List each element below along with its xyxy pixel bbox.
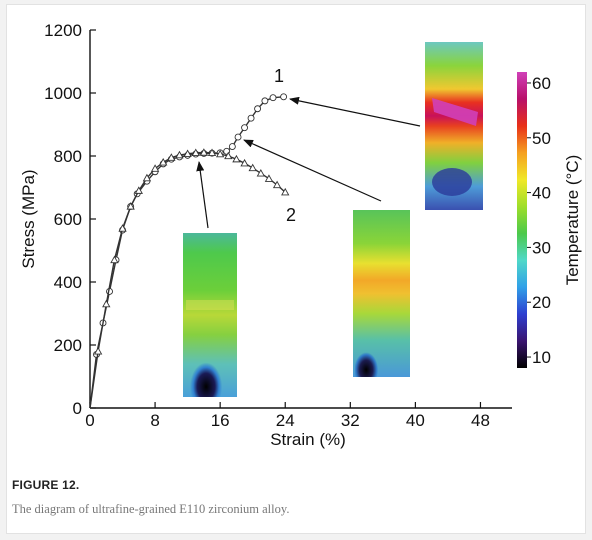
- data-point-triangle: [167, 153, 176, 161]
- data-point-triangle: [134, 186, 143, 194]
- x-tick-label: 0: [85, 411, 94, 430]
- data-point-circle: [269, 94, 277, 102]
- data-point-circle: [241, 124, 249, 132]
- figure-label: FIGURE 12.: [12, 478, 80, 492]
- temperature-colorbar: 10 20 30 40 50 60 Temperature (°C): [517, 72, 582, 368]
- data-point-triangle: [256, 168, 265, 177]
- arrow-neck: [243, 139, 382, 202]
- data-point-triangle: [102, 299, 111, 308]
- data-point-triangle: [199, 148, 209, 156]
- colorbar-tick-label: 50: [532, 129, 551, 148]
- y-tick-label: 1200: [44, 21, 82, 40]
- data-point-triangle: [248, 163, 257, 172]
- x-tick-label: 32: [341, 411, 360, 430]
- data-point-triangle: [272, 180, 282, 189]
- data-point-triangle: [175, 150, 184, 159]
- colorbar-tick-label: 10: [532, 348, 551, 367]
- data-point-circle: [234, 133, 242, 141]
- y-axis-ticks: 0 200 400 600 800 1000 1200: [44, 21, 96, 418]
- colorbar-label: Temperature (°C): [563, 155, 582, 286]
- data-point-triangle: [264, 174, 274, 182]
- data-point-circle: [247, 114, 255, 122]
- colorbar-tick-label: 60: [532, 74, 551, 93]
- y-tick-label: 1000: [44, 84, 82, 103]
- y-tick-label: 0: [73, 399, 82, 418]
- x-axis-ticks: 0 8 16 24 32 40 48: [85, 402, 490, 430]
- x-tick-label: 8: [150, 411, 159, 430]
- data-series: [89, 93, 290, 409]
- arrow-fracture: [289, 96, 421, 127]
- arrow-yield: [196, 161, 209, 229]
- x-axis-label: Strain (%): [270, 430, 346, 449]
- colorbar-tick-label: 30: [532, 238, 551, 257]
- data-point-triangle: [93, 346, 103, 355]
- x-tick-label: 40: [406, 411, 425, 430]
- x-tick-label: 16: [211, 411, 230, 430]
- stress-strain-chart: 0 200 400 600 800 1000 1200 0 8 16 24 32 40 48 Stres…: [19, 21, 582, 449]
- figure-caption: The diagram of ultrafine-grained E110 zi…: [12, 502, 290, 516]
- data-point-triangle: [207, 148, 217, 157]
- data-point-triangle: [150, 164, 160, 172]
- data-point-triangle: [142, 173, 152, 182]
- figure-card: [6, 4, 586, 534]
- data-point-triangle: [224, 151, 233, 160]
- y-tick-label: 800: [54, 147, 82, 166]
- data-point-triangle: [232, 154, 241, 163]
- series-label-1: 1: [274, 66, 284, 86]
- data-point-triangle: [281, 187, 290, 196]
- thermal-inset-neck: [353, 210, 410, 377]
- data-point-triangle: [191, 148, 200, 157]
- y-tick-label: 200: [54, 336, 82, 355]
- data-point-circle: [261, 97, 269, 105]
- data-point-circle: [280, 93, 288, 101]
- x-tick-label: 48: [471, 411, 490, 430]
- y-tick-label: 600: [54, 210, 82, 229]
- data-point-triangle: [183, 149, 192, 157]
- data-point-circle: [228, 143, 236, 151]
- data-point-triangle: [110, 255, 119, 264]
- colorbar-tick-label: 40: [532, 184, 551, 203]
- colorbar-tick-label: 20: [532, 293, 551, 312]
- data-point-triangle: [159, 157, 168, 166]
- thermal-inset-yield: [183, 233, 237, 397]
- series-label-2: 2: [286, 205, 296, 225]
- x-tick-label: 24: [276, 411, 295, 430]
- data-point-triangle: [126, 202, 135, 210]
- data-point-circle: [254, 105, 262, 113]
- y-axis-label: Stress (MPa): [19, 169, 38, 268]
- data-point-triangle: [240, 158, 249, 167]
- data-point-triangle: [215, 149, 225, 158]
- data-point-triangle: [118, 224, 127, 232]
- thermal-inset-fracture: [425, 42, 483, 210]
- y-tick-label: 400: [54, 273, 82, 292]
